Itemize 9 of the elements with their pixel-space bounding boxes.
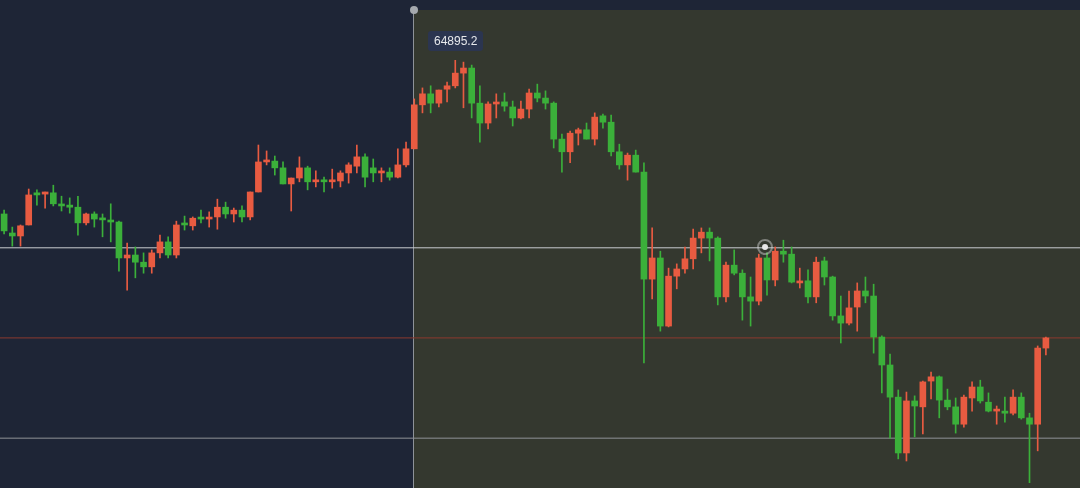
candlestick <box>837 295 845 344</box>
text: 64895.2 <box>428 31 484 51</box>
candlestick <box>369 158 377 183</box>
candlestick <box>320 176 328 193</box>
candlestick <box>312 170 320 188</box>
candlestick <box>287 177 295 212</box>
candlestick <box>33 189 41 206</box>
candlestick <box>927 371 935 400</box>
candlestick <box>1001 396 1009 423</box>
